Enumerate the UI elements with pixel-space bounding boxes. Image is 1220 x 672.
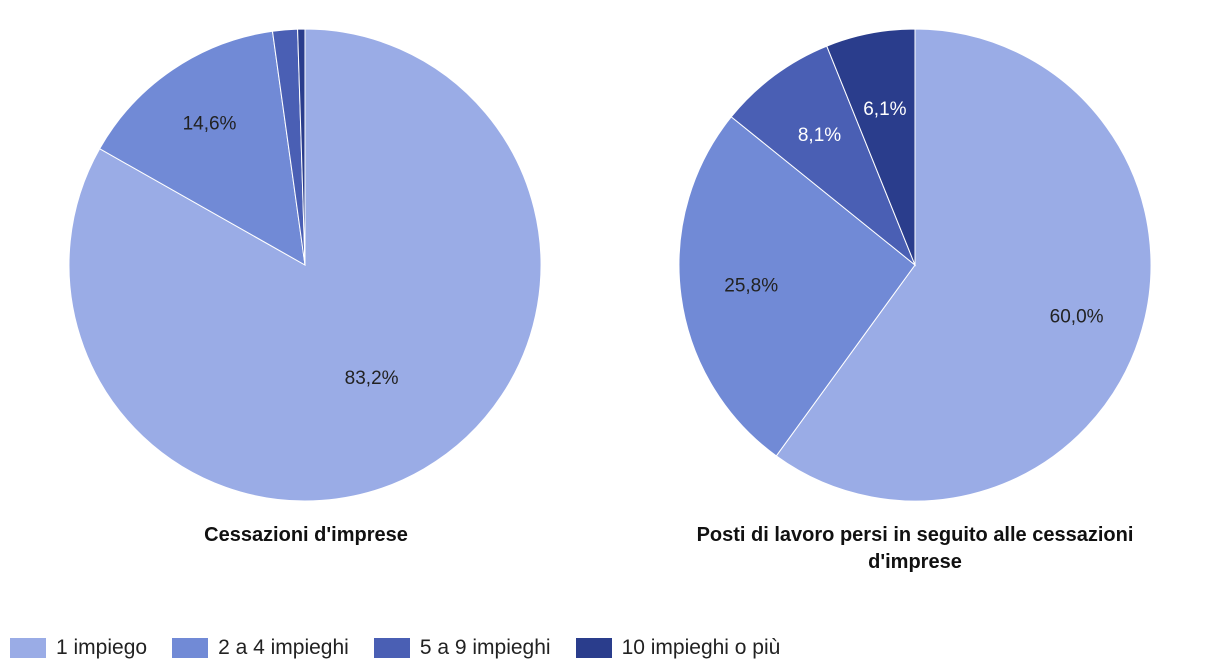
legend: 1 impiego 2 a 4 impieghi 5 a 9 impieghi … bbox=[10, 633, 805, 663]
legend-swatch-10-impieghi-o-piu bbox=[575, 638, 612, 658]
pie-chart-cessazioni: 83,2% 14,6% bbox=[68, 28, 542, 502]
pie-posti-di-lavoro-label-5-a-9-impieghi: 8,1% bbox=[798, 125, 841, 146]
legend-item-5-a-9-impieghi: 5 a 9 impieghi bbox=[373, 636, 551, 660]
legend-label-5-a-9-impieghi: 5 a 9 impieghi bbox=[419, 636, 551, 659]
chart-title-posti-di-lavoro: Posti di lavoro persi in seguito alle ce… bbox=[696, 524, 1134, 573]
legend-swatch-1-impiego bbox=[10, 638, 46, 658]
legend-item-10-impieghi-o-piu: 10 impieghi o più bbox=[575, 636, 781, 660]
legend-item-2-a-4-impieghi: 2 a 4 impieghi bbox=[172, 636, 349, 660]
pie-chart-posti-di-lavoro: 60,0% 25,8% 8,1% 6,1% bbox=[678, 28, 1152, 502]
pie-posti-di-lavoro-slice-10-impieghi-o-piu bbox=[826, 28, 916, 266]
legend-swatch-5-a-9-impieghi bbox=[373, 638, 410, 658]
pie-posti-di-lavoro-label-1-impiego: 60,0% bbox=[1050, 307, 1104, 328]
pie-posti-di-lavoro-label-2-a-4-impieghi: 25,8% bbox=[724, 276, 778, 297]
pie-posti-di-lavoro-slice-2-a-4-impieghi bbox=[678, 116, 916, 457]
legend-label-2-a-4-impieghi: 2 a 4 impieghi bbox=[218, 636, 349, 659]
pie-posti-di-lavoro-slice-5-a-9-impieghi bbox=[730, 45, 917, 267]
chart-title-cessazioni: Cessazioni d'imprese bbox=[204, 524, 408, 546]
pie-cessazioni-label-2-a-4-impieghi: 14,6% bbox=[183, 114, 237, 135]
pie-cessazioni-label-1-impiego: 83,2% bbox=[345, 368, 399, 389]
pie-cessazioni-slice-2-a-4-impieghi bbox=[98, 30, 306, 266]
legend-swatch-2-a-4-impieghi bbox=[172, 638, 209, 658]
pie-cessazioni-slice-10-impieghi-o-piu bbox=[297, 28, 306, 266]
legend-label-10-impieghi-o-piu: 10 impieghi o più bbox=[621, 636, 781, 659]
pie-posti-di-lavoro-label-10-impieghi-o-piu: 6,1% bbox=[863, 99, 906, 120]
legend-label-1-impiego: 1 impiego bbox=[56, 636, 148, 659]
legend-item-1-impiego: 1 impiego bbox=[10, 636, 147, 660]
pie-posti-di-lavoro-slice-1-impiego bbox=[775, 28, 1152, 502]
